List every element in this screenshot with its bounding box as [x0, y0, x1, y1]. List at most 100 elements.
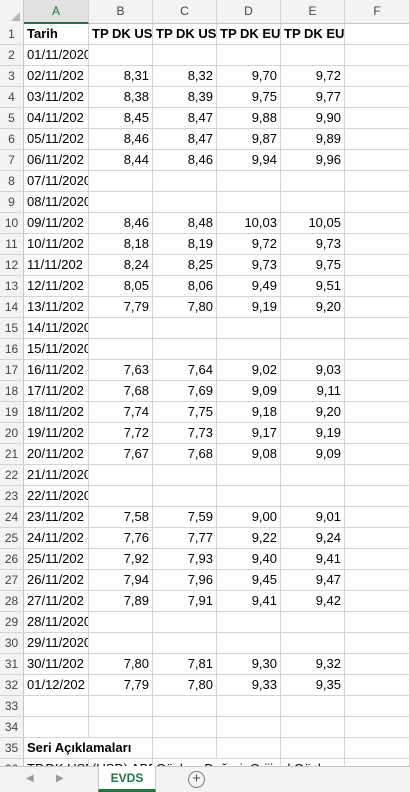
cell-C17[interactable]: 7,64 — [153, 360, 217, 381]
row-header[interactable]: 8 — [0, 171, 24, 192]
cell-C6[interactable]: 8,47 — [153, 129, 217, 150]
cell-B6[interactable]: 8,46 — [89, 129, 153, 150]
cell-D31[interactable]: 9,30 — [217, 654, 281, 675]
cell-E30[interactable] — [281, 633, 345, 654]
cell-E23[interactable] — [281, 486, 345, 507]
cell-B21[interactable]: 7,67 — [89, 444, 153, 465]
cell-A1[interactable]: Tarih — [24, 24, 89, 45]
cell-E3[interactable]: 9,72 — [281, 66, 345, 87]
cell-D25[interactable]: 9,22 — [217, 528, 281, 549]
cell-A20[interactable]: 19/11/202 — [24, 423, 89, 444]
cell-C12[interactable]: 8,25 — [153, 255, 217, 276]
cell-F33[interactable] — [345, 696, 410, 717]
cell-D20[interactable]: 9,17 — [217, 423, 281, 444]
cell-E2[interactable] — [281, 45, 345, 66]
cell-C28[interactable]: 7,91 — [153, 591, 217, 612]
cell-C8[interactable] — [153, 171, 217, 192]
cell-A36[interactable]: TP.DK.USD — [24, 759, 89, 766]
cell-E1[interactable]: TP DK EUR S YTL — [281, 24, 345, 45]
cell-B14[interactable]: 7,79 — [89, 297, 153, 318]
cell-F15[interactable] — [345, 318, 410, 339]
cell-C14[interactable]: 7,80 — [153, 297, 217, 318]
cell-E6[interactable]: 9,89 — [281, 129, 345, 150]
cell-E5[interactable]: 9,90 — [281, 108, 345, 129]
cell-A18[interactable]: 17/11/202 — [24, 381, 89, 402]
row-header[interactable]: 23 — [0, 486, 24, 507]
cell-E18[interactable]: 9,11 — [281, 381, 345, 402]
row-header[interactable]: 16 — [0, 339, 24, 360]
cell-F14[interactable] — [345, 297, 410, 318]
cell-B23[interactable] — [89, 486, 153, 507]
row-header[interactable]: 20 — [0, 423, 24, 444]
row-header[interactable]: 9 — [0, 192, 24, 213]
cell-B16[interactable] — [89, 339, 153, 360]
cell-E8[interactable] — [281, 171, 345, 192]
row-header[interactable]: 15 — [0, 318, 24, 339]
row-header[interactable]: 14 — [0, 297, 24, 318]
cell-B28[interactable]: 7,89 — [89, 591, 153, 612]
cell-C4[interactable]: 8,39 — [153, 87, 217, 108]
row-header[interactable]: 32 — [0, 675, 24, 696]
cell-F2[interactable] — [345, 45, 410, 66]
cell-C3[interactable]: 8,32 — [153, 66, 217, 87]
cell-E7[interactable]: 9,96 — [281, 150, 345, 171]
column-header-c[interactable]: C — [153, 0, 217, 23]
row-header[interactable]: 26 — [0, 549, 24, 570]
cell-F22[interactable] — [345, 465, 410, 486]
cell-C5[interactable]: 8,47 — [153, 108, 217, 129]
row-header[interactable]: 24 — [0, 507, 24, 528]
cell-F17[interactable] — [345, 360, 410, 381]
cell-D17[interactable]: 9,02 — [217, 360, 281, 381]
cell-D23[interactable] — [217, 486, 281, 507]
cell-A29[interactable]: 28/11/2020 — [24, 612, 89, 633]
cell-B27[interactable]: 7,94 — [89, 570, 153, 591]
cell-B2[interactable] — [89, 45, 153, 66]
cell-B36[interactable]: (USD) ABD — [89, 759, 153, 766]
cell-B4[interactable]: 8,38 — [89, 87, 153, 108]
cell-D36[interactable] — [217, 759, 281, 766]
cell-D28[interactable]: 9,41 — [217, 591, 281, 612]
cell-A33[interactable] — [24, 696, 89, 717]
cell-F28[interactable] — [345, 591, 410, 612]
cell-A24[interactable]: 23/11/202 — [24, 507, 89, 528]
cell-F23[interactable] — [345, 486, 410, 507]
cell-D14[interactable]: 9,19 — [217, 297, 281, 318]
cell-F34[interactable] — [345, 717, 410, 738]
cell-A30[interactable]: 29/11/2020 — [24, 633, 89, 654]
cell-F7[interactable] — [345, 150, 410, 171]
cell-F1[interactable] — [345, 24, 410, 45]
cell-E24[interactable]: 9,01 — [281, 507, 345, 528]
row-header[interactable]: 3 — [0, 66, 24, 87]
cell-B34[interactable] — [89, 717, 153, 738]
cell-A25[interactable]: 24/11/202 — [24, 528, 89, 549]
cell-E27[interactable]: 9,47 — [281, 570, 345, 591]
cell-E12[interactable]: 9,75 — [281, 255, 345, 276]
cell-B12[interactable]: 8,24 — [89, 255, 153, 276]
cell-E4[interactable]: 9,77 — [281, 87, 345, 108]
cell-C33[interactable] — [153, 696, 217, 717]
cell-C25[interactable]: 7,77 — [153, 528, 217, 549]
cell-F16[interactable] — [345, 339, 410, 360]
cell-D13[interactable]: 9,49 — [217, 276, 281, 297]
cell-A12[interactable]: 11/11/202 — [24, 255, 89, 276]
cell-B3[interactable]: 8,31 — [89, 66, 153, 87]
row-header[interactable]: 36 — [0, 759, 24, 766]
cell-D12[interactable]: 9,73 — [217, 255, 281, 276]
cell-C34[interactable] — [153, 717, 217, 738]
cell-B32[interactable]: 7,79 — [89, 675, 153, 696]
cell-C22[interactable] — [153, 465, 217, 486]
cell-F29[interactable] — [345, 612, 410, 633]
cell-D7[interactable]: 9,94 — [217, 150, 281, 171]
cell-D16[interactable] — [217, 339, 281, 360]
cell-D3[interactable]: 9,70 — [217, 66, 281, 87]
cell-D24[interactable]: 9,00 — [217, 507, 281, 528]
cell-C27[interactable]: 7,96 — [153, 570, 217, 591]
cell-C15[interactable] — [153, 318, 217, 339]
cell-F19[interactable] — [345, 402, 410, 423]
cell-E34[interactable] — [281, 717, 345, 738]
add-sheet-icon[interactable]: + — [188, 771, 205, 788]
cell-B26[interactable]: 7,92 — [89, 549, 153, 570]
cell-C11[interactable]: 8,19 — [153, 234, 217, 255]
cell-B9[interactable] — [89, 192, 153, 213]
row-header[interactable]: 2 — [0, 45, 24, 66]
